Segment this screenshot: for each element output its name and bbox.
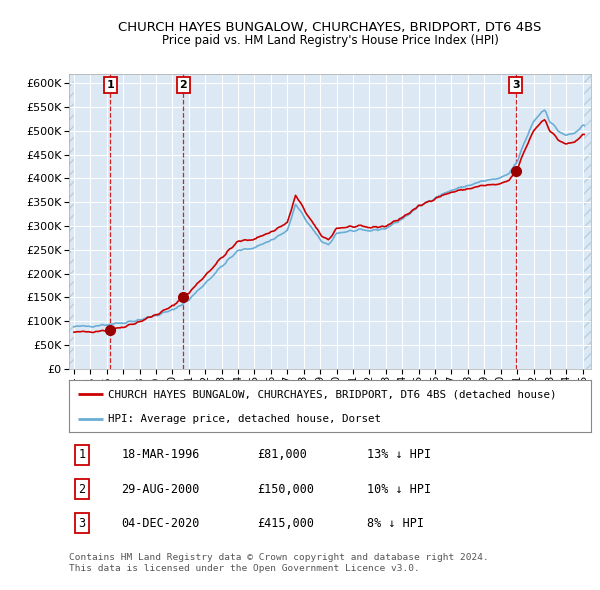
Text: 1: 1 [106,80,114,90]
Text: 8% ↓ HPI: 8% ↓ HPI [367,517,424,530]
Text: Contains HM Land Registry data © Crown copyright and database right 2024.
This d: Contains HM Land Registry data © Crown c… [69,553,489,573]
Text: 29-AUG-2000: 29-AUG-2000 [121,483,200,496]
Bar [69,74,74,369]
Text: Price paid vs. HM Land Registry's House Price Index (HPI): Price paid vs. HM Land Registry's House … [161,34,499,47]
Text: 13% ↓ HPI: 13% ↓ HPI [367,448,431,461]
Text: 18-MAR-1996: 18-MAR-1996 [121,448,200,461]
Bar [583,74,591,369]
Text: CHURCH HAYES BUNGALOW, CHURCHAYES, BRIDPORT, DT6 4BS (detached house): CHURCH HAYES BUNGALOW, CHURCHAYES, BRIDP… [108,389,557,399]
Text: HPI: Average price, detached house, Dorset: HPI: Average price, detached house, Dors… [108,414,381,424]
Text: £81,000: £81,000 [257,448,307,461]
Text: 3: 3 [79,517,86,530]
Text: 2: 2 [79,483,86,496]
Text: 10% ↓ HPI: 10% ↓ HPI [367,483,431,496]
Text: 2: 2 [179,80,187,90]
Text: £415,000: £415,000 [257,517,314,530]
Text: CHURCH HAYES BUNGALOW, CHURCHAYES, BRIDPORT, DT6 4BS: CHURCH HAYES BUNGALOW, CHURCHAYES, BRIDP… [118,21,542,34]
Text: 1: 1 [79,448,86,461]
Text: 04-DEC-2020: 04-DEC-2020 [121,517,200,530]
Text: £150,000: £150,000 [257,483,314,496]
Text: 3: 3 [512,80,520,90]
